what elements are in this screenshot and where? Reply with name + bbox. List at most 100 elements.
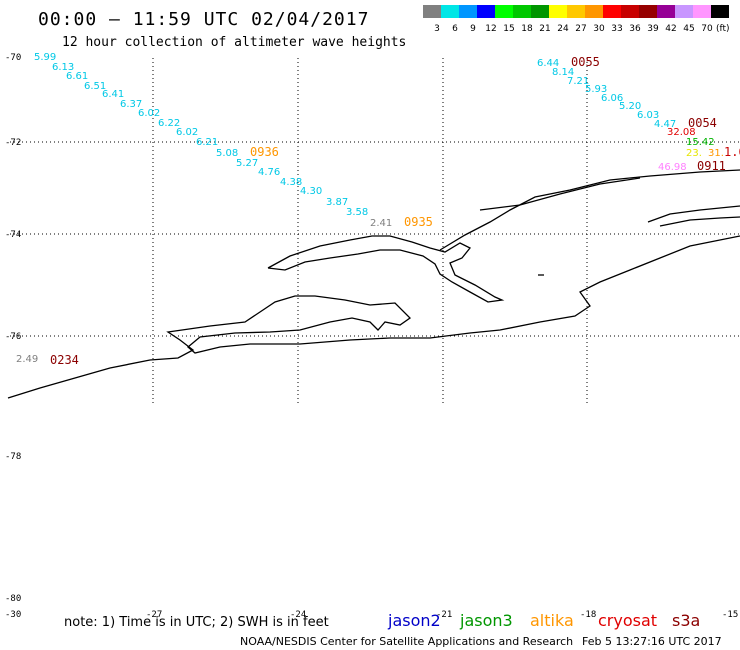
- swh-value: 5.20: [619, 101, 641, 112]
- legend-swatch: [675, 5, 693, 18]
- legend-label: 39: [647, 24, 659, 34]
- swh-value: 6.21: [196, 137, 218, 148]
- swh-value: 23.: [686, 148, 702, 159]
- pass-time-label: 0936: [250, 145, 279, 159]
- legend-swatch: [459, 5, 477, 18]
- swh-value: 6.44: [537, 58, 559, 69]
- legend-label: 3: [434, 24, 440, 34]
- pass-time-label: 0234: [50, 353, 79, 367]
- satellite-name: altika: [530, 611, 574, 630]
- swh-value: 6.03: [637, 110, 659, 121]
- legend-swatch: [441, 5, 459, 18]
- swh-value: 6.51: [84, 81, 106, 92]
- legend-swatch: [585, 5, 603, 18]
- swh-value: 6.37: [120, 99, 142, 110]
- legend-label: 15: [503, 24, 514, 34]
- legend-swatch: [711, 5, 729, 18]
- graticule: [10, 58, 740, 405]
- swh-value: 3.58: [346, 207, 368, 218]
- swh-value: 4.30: [300, 186, 322, 197]
- legend-swatch: [603, 5, 621, 18]
- lon-label: -30: [5, 610, 21, 620]
- legend-label: 24: [557, 24, 569, 34]
- pass-time-label: 0055: [571, 55, 600, 69]
- lon-label: -27: [146, 610, 162, 620]
- map-subtitle: 12 hour collection of altimeter wave hei…: [62, 35, 406, 50]
- pass-times: 0936 0935 0055 0054 0911 0234 1.65: [50, 55, 740, 367]
- swh-value: 4.38: [280, 177, 302, 188]
- lat-label: -76: [5, 332, 21, 342]
- legend-swatch: [639, 5, 657, 18]
- swh-value: 8.14: [552, 67, 574, 78]
- satellite-name: jason3: [459, 611, 513, 630]
- satellite-legend: jason2 jason3 altika cryosat s3a: [387, 611, 700, 630]
- swh-value: 3.87: [326, 197, 348, 208]
- pass-time-label: 1.65: [724, 145, 740, 159]
- legend-label: 33: [611, 24, 622, 34]
- lat-label: -72: [5, 138, 21, 148]
- legend-label: 27: [575, 24, 586, 34]
- legend-swatch: [621, 5, 639, 18]
- legend-label: 21: [539, 24, 550, 34]
- legend-swatch: [423, 5, 441, 18]
- swh-value: 6.02: [176, 127, 198, 138]
- swh-value: 31.: [708, 148, 724, 159]
- swh-value: 32.08: [667, 127, 696, 138]
- lat-label: -74: [5, 230, 21, 240]
- legend-swatch: [477, 5, 495, 18]
- pass-time-label: 0911: [697, 159, 726, 173]
- legend-swatch: [513, 5, 531, 18]
- swh-value: 6.41: [102, 89, 124, 100]
- coastline: [7, 169, 740, 399]
- legend-swatch: [549, 5, 567, 18]
- footer-note: note: 1) Time is in UTC; 2) SWH is in fe…: [64, 615, 329, 630]
- legend-label: 45: [683, 24, 694, 34]
- swh-value: 5.99: [34, 52, 56, 63]
- swh-value: 15.42: [686, 137, 715, 148]
- lon-label: -21: [436, 610, 452, 620]
- pass-time-label: 0054: [688, 116, 717, 130]
- legend-swatch: [657, 5, 675, 18]
- swh-value: 4.76: [258, 167, 280, 178]
- swh-value: 46.98: [658, 162, 687, 173]
- swh-value: 5.93: [585, 84, 607, 95]
- swh-value: 7.21: [567, 76, 589, 87]
- swh-value: 4.47: [654, 119, 676, 130]
- legend-label: 6: [452, 24, 458, 34]
- swh-value: 6.61: [66, 71, 88, 82]
- satellite-name: cryosat: [598, 611, 657, 630]
- lat-label: -78: [5, 452, 21, 462]
- swh-value: 2.41: [370, 218, 392, 229]
- legend-label: 12: [485, 24, 496, 34]
- pass-time-label: 0935: [404, 215, 433, 229]
- generated-timestamp: Feb 5 13:27:16 UTC 2017: [582, 635, 722, 648]
- legend-label: 9: [470, 24, 476, 34]
- track-values: 5.996.136.616.516.416.376.026.226.026.21…: [34, 52, 676, 218]
- legend-swatch: [495, 5, 513, 18]
- legend-swatch: [531, 5, 549, 18]
- legend-unit: (ft): [716, 24, 730, 34]
- swh-value: 6.02: [138, 108, 160, 119]
- lon-label: -15: [722, 610, 738, 620]
- swh-value: 6.06: [601, 93, 623, 104]
- legend-swatch: [567, 5, 585, 18]
- lon-label: -24: [290, 610, 306, 620]
- wave-height-legend: 3 6 9 12 15 18 21 24 27 30 33 36 39 42 45 70 (ft): [423, 5, 730, 34]
- lon-label: -18: [580, 610, 596, 620]
- swh-value: 5.27: [236, 158, 258, 169]
- credit-line: NOAA/NESDIS Center for Satellite Applica…: [240, 635, 573, 648]
- satellite-name: s3a: [672, 611, 700, 630]
- legend-swatch: [693, 5, 711, 18]
- legend-label: 18: [521, 24, 533, 34]
- legend-label: 36: [629, 24, 641, 34]
- legend-label: 70: [701, 24, 713, 34]
- legend-label: 42: [665, 24, 676, 34]
- swh-value: 6.22: [158, 118, 180, 129]
- swh-value: 6.13: [52, 62, 74, 73]
- lat-label: -80: [5, 594, 21, 604]
- satellite-name: jason2: [387, 611, 441, 630]
- map-title: 00:00 – 11:59 UTC 02/04/2017: [38, 9, 369, 30]
